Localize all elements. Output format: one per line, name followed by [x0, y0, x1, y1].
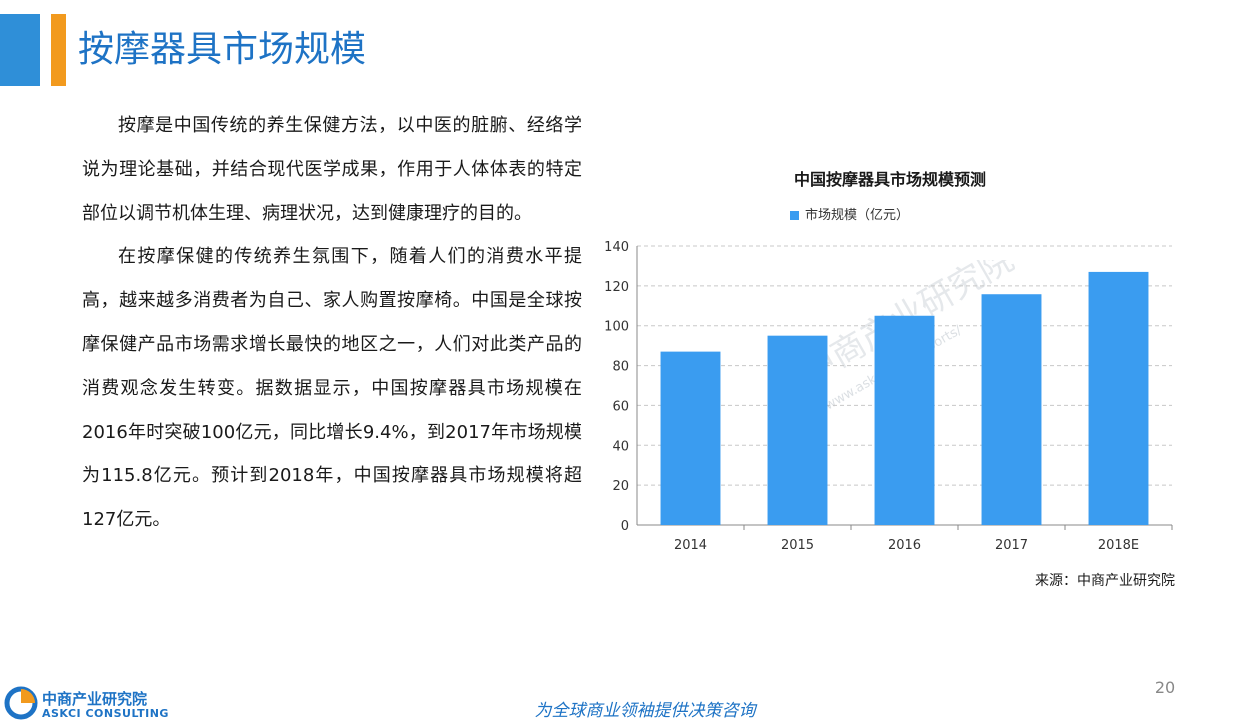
bar: [767, 335, 828, 525]
x-tick-label: 2018E: [1098, 538, 1139, 553]
chart-legend: 市场规模（亿元）: [790, 204, 990, 223]
x-tick-label: 2016: [888, 538, 921, 553]
x-tick-label: 2015: [781, 538, 814, 553]
header-accent-bar-blue: [0, 14, 40, 86]
y-tick-label: 120: [604, 280, 629, 295]
y-tick-label: 40: [612, 439, 629, 454]
page-number: 20: [1154, 678, 1176, 697]
y-tick-label: 60: [612, 399, 629, 414]
company-logo: 中商产业研究院 ASKCI CONSULTING: [4, 686, 204, 724]
legend-label: 市场规模（亿元）: [805, 208, 910, 223]
chart-title: 中国按摩器具市场规模预测: [793, 170, 986, 189]
bar: [874, 315, 935, 525]
body-paragraph-1: 按摩是中国传统的养生保健方法，以中医的脏腑、经络学说为理论基础，并结合现代医学成…: [82, 115, 582, 224]
logo-text-cn: 中商产业研究院: [42, 690, 148, 708]
x-tick-label: 2017: [995, 538, 1028, 553]
logo-icon: [4, 686, 38, 720]
legend-swatch: [790, 211, 799, 220]
y-tick-label: 100: [604, 320, 629, 335]
page-title: 按摩器具市场规模: [78, 29, 367, 70]
logo-text-en: ASKCI CONSULTING: [42, 707, 169, 720]
header-accent-bar-orange: [51, 14, 66, 86]
y-tick-label: 20: [612, 479, 629, 494]
footer-slogan: 为全球商业领袖提供决策咨询: [534, 701, 756, 721]
y-tick-label: 0: [621, 519, 629, 534]
bar: [981, 294, 1042, 525]
y-tick-label: 140: [604, 240, 629, 255]
bar: [660, 351, 721, 525]
x-tick-label: 2014: [674, 538, 707, 553]
body-paragraph-2: 在按摩保健的传统养生氛围下，随着人们的消费水平提高，越来越多消费者为自己、家人购…: [82, 246, 582, 531]
body-text: 按摩是中国传统的养生保健方法，以中医的脏腑、经络学说为理论基础，并结合现代医学成…: [82, 104, 582, 542]
bar: [1088, 271, 1149, 525]
y-tick-label: 80: [612, 360, 629, 375]
chart-source: 来源：中商产业研究院: [1035, 573, 1175, 589]
